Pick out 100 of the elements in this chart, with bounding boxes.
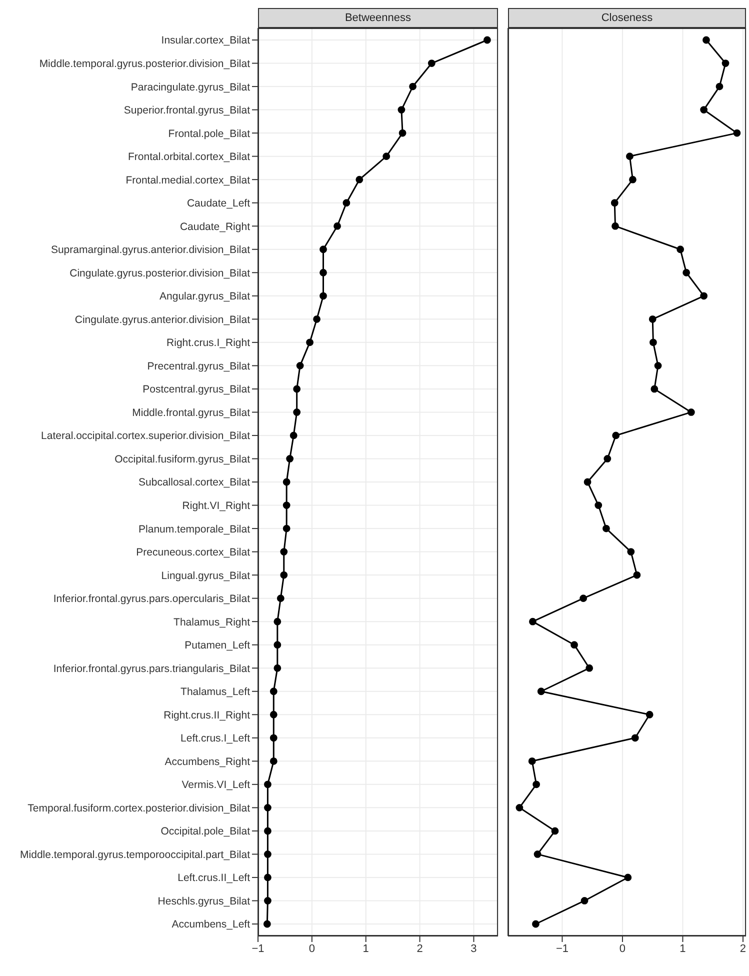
point bbox=[716, 82, 724, 90]
point bbox=[602, 524, 610, 532]
point bbox=[534, 850, 542, 858]
y-tick-label: Occipital.fusiform.gyrus_Bilat bbox=[114, 453, 250, 466]
point bbox=[528, 757, 536, 765]
y-tick-label: Heschls.gyrus_Bilat bbox=[158, 895, 250, 908]
point bbox=[676, 246, 684, 254]
point bbox=[280, 548, 288, 556]
x-tick-label: 1 bbox=[680, 942, 686, 955]
y-tick-label: Inferior.frontal.gyrus.pars.opercularis_Bilat bbox=[53, 593, 250, 606]
y-tick-label: Middle.temporal.gyrus.temporooccipital.part_Bilat bbox=[20, 848, 250, 861]
point bbox=[282, 478, 290, 486]
point bbox=[270, 734, 278, 742]
point bbox=[687, 408, 695, 416]
point bbox=[282, 502, 290, 509]
point bbox=[580, 594, 588, 602]
point bbox=[532, 920, 540, 928]
y-tick-label: Vermis.VI_Left bbox=[182, 779, 250, 792]
x-tick-label: −1 bbox=[252, 942, 264, 955]
y-tick-label: Supramarginal.gyrus.anterior.division_Bilat bbox=[50, 244, 250, 256]
y-tick-label: Superior.frontal.gyrus_Bilat bbox=[124, 104, 250, 117]
point bbox=[631, 734, 639, 742]
point bbox=[274, 641, 282, 649]
point bbox=[270, 710, 278, 718]
x-tick-label: 2 bbox=[416, 942, 423, 955]
point bbox=[580, 897, 588, 904]
y-tick-label: Frontal.orbital.cortex_Bilat bbox=[128, 151, 250, 164]
point bbox=[382, 152, 390, 160]
y-tick-label: Temporal.fusiform.cortex.posterior.division_Bilat bbox=[28, 802, 250, 814]
x-tick-label: 2 bbox=[740, 942, 746, 955]
point bbox=[264, 850, 272, 858]
point bbox=[264, 804, 272, 812]
y-tick-label: Cingulate.gyrus.anterior.division_Bilat bbox=[74, 314, 250, 326]
y-tick-label: Putamen_Left bbox=[184, 640, 250, 652]
y-tick-label: Subcallosal.cortex_Bilat bbox=[138, 476, 250, 489]
point bbox=[428, 60, 436, 67]
y-tick-label: Right.VI_Right bbox=[182, 500, 250, 512]
y-tick-label: Lingual.gyrus_Bilat bbox=[161, 570, 250, 582]
point bbox=[293, 408, 301, 416]
point bbox=[342, 199, 350, 207]
y-tick-label: Left.crus.I_Left bbox=[180, 732, 250, 745]
point bbox=[537, 688, 545, 696]
point bbox=[484, 36, 491, 44]
y-tick-label: Lateral.occipital.cortex.superior.division_Bilat bbox=[41, 430, 250, 442]
point bbox=[682, 268, 690, 276]
point bbox=[398, 129, 406, 137]
point bbox=[274, 664, 282, 672]
point bbox=[270, 757, 278, 765]
point bbox=[646, 710, 654, 718]
point bbox=[264, 874, 272, 882]
y-tick-label: Angular.gyrus_Bilat bbox=[160, 290, 250, 303]
point bbox=[280, 571, 288, 579]
point bbox=[296, 362, 304, 370]
point bbox=[551, 827, 559, 835]
point bbox=[274, 618, 282, 626]
x-tick-label: 3 bbox=[470, 942, 477, 955]
chart-title: Betweenness bbox=[258, 8, 498, 28]
point bbox=[586, 664, 594, 672]
y-tick-label: Frontal.pole_Bilat bbox=[168, 128, 250, 140]
x-tick-label: 0 bbox=[308, 942, 315, 955]
x-tick-label: −1 bbox=[556, 942, 568, 955]
point bbox=[624, 874, 632, 882]
y-tick-label: Caudate_Right bbox=[180, 220, 250, 233]
point bbox=[648, 315, 656, 323]
point bbox=[263, 920, 271, 928]
point bbox=[629, 176, 636, 184]
point bbox=[627, 548, 635, 556]
point bbox=[633, 571, 641, 579]
y-tick-label: Frontal.medial.cortex_Bilat bbox=[126, 174, 250, 186]
point bbox=[700, 106, 708, 114]
y-tick-label: Left.crus.II_Left bbox=[178, 872, 250, 884]
point bbox=[722, 60, 730, 67]
point bbox=[320, 246, 327, 254]
point bbox=[570, 641, 578, 649]
x-tick-label: 1 bbox=[362, 942, 369, 955]
point bbox=[532, 780, 540, 788]
y-tick-label: Insular.cortex_Bilat bbox=[161, 34, 250, 47]
y-tick-label: Postcentral.gyrus_Bilat bbox=[142, 384, 250, 396]
point bbox=[334, 222, 341, 230]
point bbox=[290, 432, 298, 440]
point bbox=[264, 827, 272, 835]
point bbox=[700, 292, 708, 300]
y-tick-label: Right.crus.I_Right bbox=[166, 337, 250, 350]
point bbox=[594, 502, 602, 509]
y-tick-label: Accumbens_Left bbox=[172, 918, 250, 931]
point bbox=[650, 338, 657, 346]
point bbox=[286, 455, 294, 462]
point bbox=[282, 524, 290, 532]
point bbox=[293, 385, 301, 393]
point bbox=[320, 292, 327, 300]
y-tick-label: Cingulate.gyrus.posterior.division_Bilat bbox=[70, 267, 250, 280]
y-tick-label: Inferior.frontal.gyrus.pars.triangularis_Bilat bbox=[53, 662, 250, 675]
point bbox=[733, 129, 741, 137]
point bbox=[604, 455, 612, 462]
point bbox=[264, 897, 272, 904]
point bbox=[702, 36, 710, 44]
point bbox=[529, 618, 536, 626]
point bbox=[264, 780, 272, 788]
point bbox=[612, 222, 619, 230]
y-tick-label: Precuneous.cortex_Bilat bbox=[136, 546, 250, 559]
